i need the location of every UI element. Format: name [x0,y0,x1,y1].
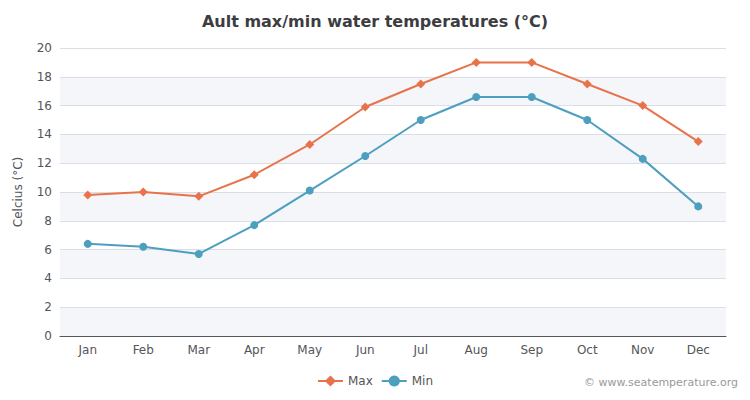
svg-text:© www.seatemperature.org: © www.seatemperature.org [584,376,738,389]
svg-text:Oct: Oct [577,343,598,357]
svg-text:16: 16 [37,99,52,113]
svg-text:20: 20 [37,41,52,55]
svg-text:Max: Max [348,374,373,388]
svg-text:4: 4 [44,271,52,285]
svg-text:10: 10 [37,185,52,199]
svg-text:Jan: Jan [78,343,98,357]
svg-text:0: 0 [44,329,52,343]
svg-text:Dec: Dec [687,343,710,357]
svg-text:Nov: Nov [631,343,654,357]
svg-text:Jun: Jun [355,343,375,357]
svg-text:6: 6 [44,243,52,257]
svg-text:Min: Min [412,374,433,388]
svg-text:Mar: Mar [187,343,210,357]
svg-text:14: 14 [37,127,52,141]
svg-text:18: 18 [37,70,52,84]
svg-text:Feb: Feb [133,343,154,357]
svg-text:Apr: Apr [244,343,265,357]
svg-text:Sep: Sep [520,343,543,357]
svg-text:12: 12 [37,156,52,170]
svg-text:Celcius (°C): Celcius (°C) [11,157,25,227]
svg-text:May: May [297,343,322,357]
svg-text:Aug: Aug [465,343,488,357]
svg-text:8: 8 [44,214,52,228]
svg-text:Jul: Jul [413,343,428,357]
svg-text:Ault max/min water temperature: Ault max/min water temperatures (°C) [202,12,548,31]
svg-text:2: 2 [44,300,52,314]
